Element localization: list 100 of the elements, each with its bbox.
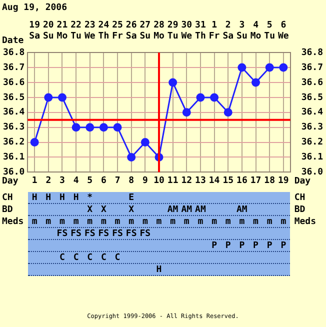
x-tick-label: 6 xyxy=(100,176,106,186)
x2-tick-label: 29 Tu xyxy=(167,20,178,42)
x-tick-label: 5 xyxy=(87,176,93,186)
y2-tick-label: 36.3 xyxy=(301,122,324,133)
x2-tick-label: 25 Fr xyxy=(112,20,124,42)
x-tick-label: 8 xyxy=(128,176,134,186)
text: m xyxy=(198,217,204,227)
x-tick-label: 11 xyxy=(167,176,178,186)
y2-tick-label: 36.7 xyxy=(301,62,324,73)
point xyxy=(224,108,232,117)
text: m xyxy=(60,217,65,227)
text: m xyxy=(225,217,231,227)
point xyxy=(113,123,122,132)
x-tick-label: 17 xyxy=(250,176,262,186)
x2-tick-label: 31 Th xyxy=(195,20,206,42)
y-tick-label: 36.4 xyxy=(2,108,26,118)
x-tick-label: 12 xyxy=(181,176,192,186)
point xyxy=(210,93,219,102)
text: m xyxy=(253,217,258,227)
x2-tick-label: 3 Su xyxy=(236,20,248,42)
point xyxy=(44,93,53,102)
text: P xyxy=(239,241,245,251)
y-tick-label: BD xyxy=(2,204,13,216)
y2-tick-label: 36.8 xyxy=(301,48,324,58)
point xyxy=(238,63,246,72)
x2-tick-label: 27 Su xyxy=(140,20,151,42)
text: FS xyxy=(98,229,110,239)
y-tick-label: 36.5 xyxy=(2,92,25,103)
text: C xyxy=(60,253,65,263)
x2-tick-label: 22 Tu xyxy=(70,20,82,42)
text: C xyxy=(73,253,79,263)
x2-tick-label: 4 Mo xyxy=(250,20,262,42)
text: C xyxy=(114,253,120,263)
point xyxy=(168,78,178,87)
text: FS xyxy=(70,229,82,239)
point xyxy=(265,63,274,72)
x-tick-label: 16 xyxy=(236,176,248,186)
text: Day xyxy=(2,176,18,187)
y-tick-label: 36.8 xyxy=(2,48,25,58)
x2-tick-label: 5 Tu xyxy=(264,20,276,42)
y2-tick-label: CH xyxy=(294,192,306,204)
y-tick-label: 36.7 xyxy=(2,62,25,73)
x-tick-label: 13 xyxy=(195,176,206,186)
text: m xyxy=(100,217,106,227)
text: H xyxy=(32,193,38,203)
y-tick-label: 36.0 xyxy=(2,168,25,178)
y-tick-label: 36.3 xyxy=(2,122,25,133)
text: H xyxy=(46,193,52,203)
point xyxy=(30,138,39,147)
text: m xyxy=(142,217,148,227)
y2-tick-label: 36.6 xyxy=(301,78,324,88)
text: m xyxy=(170,217,176,227)
text: * xyxy=(87,193,93,203)
text: FS xyxy=(140,229,151,239)
x2-tick-label: 20 Su xyxy=(42,20,54,42)
y-tick-label: 36.2 xyxy=(2,138,25,148)
text: P xyxy=(225,241,231,251)
text: m xyxy=(32,217,38,227)
text: E xyxy=(128,193,134,203)
text: m xyxy=(280,217,286,227)
text: AM xyxy=(195,205,206,215)
y2-tick-label: 36.5 xyxy=(301,92,324,103)
text: m xyxy=(87,217,93,227)
text: AM xyxy=(181,205,192,215)
text: H xyxy=(156,265,162,275)
x2-axis-title: Date xyxy=(2,36,24,46)
text: P xyxy=(266,241,272,251)
text: X xyxy=(128,205,134,215)
text: m xyxy=(184,217,190,227)
x-tick-label: 15 xyxy=(222,176,234,186)
text: AM xyxy=(167,205,178,215)
y2-tick-label: BD xyxy=(294,204,306,216)
text: m xyxy=(239,217,245,227)
y2-tick-label: 36.4 xyxy=(301,108,324,118)
x2-tick-label: 24 Th xyxy=(98,20,110,42)
x-tick-label: 19 xyxy=(278,176,289,186)
text: FS xyxy=(126,229,137,239)
point xyxy=(140,138,150,147)
y-tick-label: Meds xyxy=(2,216,24,228)
point xyxy=(86,123,94,132)
y-tick-label: 36.6 xyxy=(2,78,25,88)
x2-tick-label: 30 We xyxy=(181,20,193,42)
x-tick-label: 18 xyxy=(264,176,276,186)
x-tick-label: 9 xyxy=(142,176,148,186)
text: AM xyxy=(236,205,248,215)
y-tick-label: CH xyxy=(2,192,13,204)
text: m xyxy=(46,217,52,227)
text: X xyxy=(100,205,106,215)
text: m xyxy=(266,217,272,227)
y2-tick-label: 36.0 xyxy=(301,168,324,178)
point xyxy=(127,153,136,162)
x2-tick-label: 19 Sa xyxy=(29,20,40,42)
y2-tick-label: Meds xyxy=(294,216,316,228)
text: P xyxy=(253,241,258,251)
text: FS xyxy=(84,229,96,239)
x2-tick-label: 21 Mo xyxy=(56,20,68,42)
y-tick-label: 36.1 xyxy=(2,152,25,163)
point xyxy=(99,123,108,132)
x-tick-label: 7 xyxy=(114,176,120,186)
text: P xyxy=(280,241,286,251)
